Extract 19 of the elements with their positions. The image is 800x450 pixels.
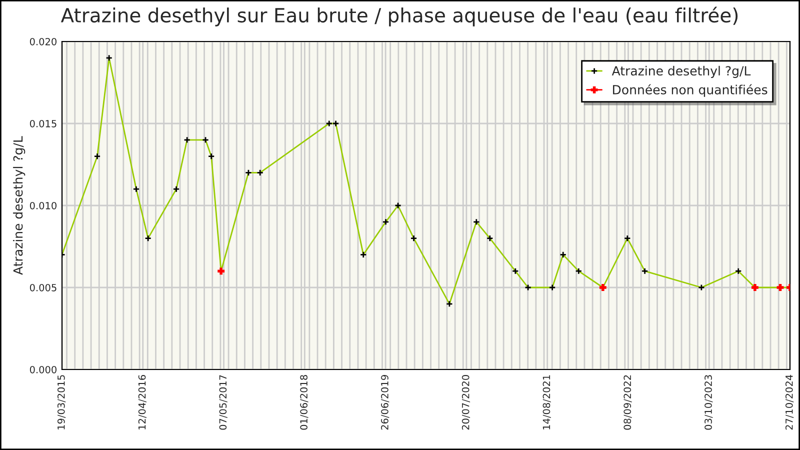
x-tick-label: 07/05/2017 [219,375,228,430]
y-tick-label: 0.010 [30,202,56,210]
legend-label: Atrazine desethyl ?g/L [612,66,751,78]
x-tick-label: 03/10/2023 [704,375,713,430]
x-tick-label: 12/04/2016 [138,374,146,430]
y-tick-label: 0.005 [30,284,56,292]
x-tick-label: 19/03/2015 [57,375,66,430]
chart-title: Atrazine desethyl sur Eau brute / phase aqueuse de l'eau (eau filtrée) [60,6,738,26]
x-tick-label: 20/07/2020 [462,375,470,430]
x-tick-label: 27/10/2024 [785,374,794,430]
y-tick-label: 0.020 [30,38,56,46]
y-axis-title: Atrazine desethyl ?g/L [13,136,26,275]
y-tick-label: 0.000 [30,366,56,374]
x-tick-label: 01/06/2018 [300,375,308,430]
x-tick-label: 26/06/2019 [381,375,390,430]
x-tick-label: 14/08/2021 [542,375,551,430]
y-tick-label: 0.015 [30,120,56,128]
x-tick-label: 08/09/2022 [624,375,632,430]
legend-label: Données non quantifiées [613,84,768,97]
